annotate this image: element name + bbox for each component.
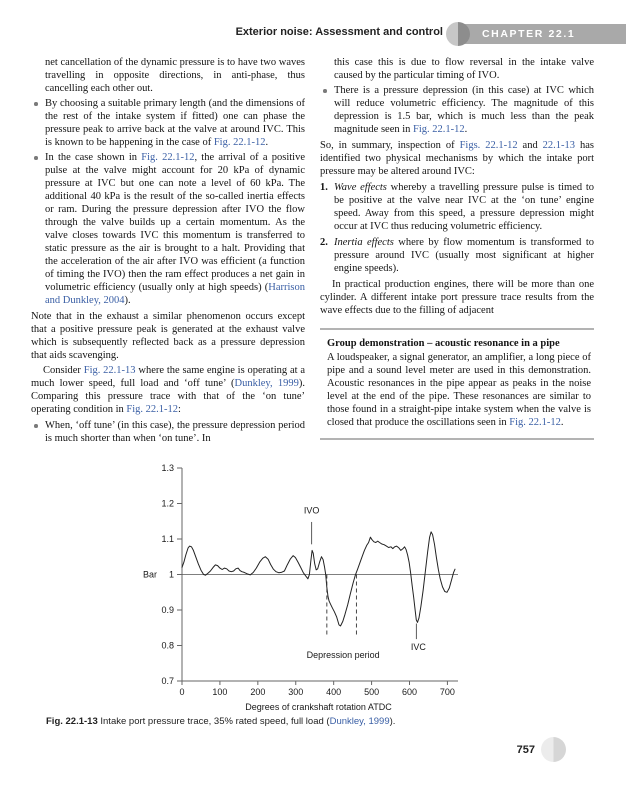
bullet-item: There is a pressure depression (in this …: [320, 84, 594, 136]
paragraph: So, in summary, inspection of Figs. 22.1…: [320, 139, 594, 178]
text-columns: net cancellation of the dynamic pressure…: [31, 56, 594, 447]
text-segment: There is a pressure depression (in this …: [334, 85, 594, 135]
group-demo-box: Group demonstration – acoustic resonance…: [320, 328, 594, 440]
text-segment: When, ‘off tune’ (in this case), the pre…: [45, 420, 305, 444]
continuation-paragraph: this case this is due to flow reversal i…: [320, 56, 594, 82]
chapter-bar: CHAPTER 22.1: [459, 24, 626, 44]
citation-link[interactable]: Figs. 22.1-12: [459, 140, 518, 151]
text-segment: Note that in the exhaust a similar pheno…: [31, 311, 305, 361]
citation-link[interactable]: Fig. 22.1-12: [141, 152, 195, 163]
x-axis-label: Degrees of crankshaft rotation ATDC: [245, 702, 392, 712]
text-segment: ).: [389, 716, 396, 727]
text-segment: net cancellation of the dynamic pressure…: [45, 57, 305, 94]
page-number: 757: [516, 743, 535, 756]
y-tick-label: 0.8: [161, 641, 174, 651]
citation-link[interactable]: Fig. 22.1-12: [413, 124, 465, 135]
ivc-label: IVC: [411, 642, 427, 652]
depression-period-label: Depression period: [307, 650, 380, 660]
text-segment: has identified two physical mechanisms b…: [320, 140, 594, 177]
running-header-title: Exterior noise: Assessment and control: [235, 26, 443, 38]
citation-link[interactable]: 22.1-13: [542, 140, 576, 151]
x-tick-label: 700: [440, 687, 455, 697]
page-corner-circle-icon: [541, 737, 566, 762]
text-segment: , the arrival of a positive pulse at the…: [45, 152, 305, 293]
citation-link[interactable]: Fig. 22.1-12: [213, 137, 266, 148]
text-segment: Consider: [43, 365, 84, 376]
bullet-icon: [34, 102, 38, 106]
column-right: this case this is due to flow reversal i…: [320, 56, 594, 447]
citation-link[interactable]: Harrison and Dunkley, 2004: [45, 282, 305, 306]
citation-link[interactable]: Fig. 22.1-13: [83, 365, 136, 376]
paragraph: In practical production engines, there w…: [320, 278, 594, 317]
column-left: net cancellation of the dynamic pressure…: [31, 56, 305, 447]
text-segment: In the case shown in: [45, 152, 142, 163]
x-tick-label: 200: [250, 687, 265, 697]
paragraph: Note that in the exhaust a similar pheno…: [31, 310, 305, 362]
text-segment: where the same engine is operating at a …: [31, 365, 305, 389]
pressure-chart: 1.3 1.2 1.1 1 0.9 0.8 0.7 Bar 0 100 200 300 400 500 60…: [143, 463, 458, 712]
figure-caption: Fig. 22.1-13 Intake port pressure trace,…: [46, 716, 586, 727]
x-tick-label: 100: [212, 687, 227, 697]
text-segment: Inertia effects: [334, 237, 394, 248]
text-segment: where by flow momentum is transformed to…: [334, 237, 594, 274]
y-tick-label: 1.3: [161, 463, 174, 473]
citation-link[interactable]: Fig. 22.1-12: [126, 404, 178, 415]
text-segment: .: [265, 137, 269, 148]
bullet-item: When, ‘off tune’ (in this case), the pre…: [31, 419, 305, 445]
bullet-icon: [323, 89, 327, 93]
y-tick-label: 1.1: [161, 534, 174, 544]
chapter-circle-icon: [446, 22, 470, 46]
text-segment: .: [464, 124, 468, 135]
citation-link[interactable]: Fig. 22.1-12: [509, 417, 561, 428]
text-segment: Intake port pressure trace, 35% rated sp…: [97, 716, 330, 727]
ivo-label: IVO: [304, 505, 320, 515]
pressure-trace: [181, 531, 456, 627]
text-segment: and: [517, 140, 543, 151]
bullet-item: In the case shown in Fig. 22.1-12, the a…: [31, 151, 305, 307]
text-segment: ). Comparing this pressure trace with th…: [31, 378, 305, 415]
bullet-icon: [34, 424, 38, 428]
bullet-item: By choosing a suitable primary length (a…: [31, 97, 305, 149]
text-segment: So, in summary, inspection of: [320, 140, 460, 151]
x-tick-label: 500: [364, 687, 379, 697]
y-axis-label: Bar: [143, 570, 157, 580]
text-segment: this case this is due to flow reversal i…: [334, 57, 594, 81]
text-segment: :: [178, 404, 181, 415]
page-footer: 757: [517, 737, 566, 762]
text-segment: ).: [124, 295, 131, 306]
x-tick-label: 0: [179, 687, 184, 697]
paragraph: Consider Fig. 22.1-13 where the same eng…: [31, 364, 305, 416]
numbered-item: 1. Wave effects whereby a travelling pres…: [320, 181, 594, 233]
text-segment: By choosing a suitable primary length (a…: [45, 98, 305, 148]
text-segment: Fig. 22.1-13: [46, 716, 98, 727]
y-tick-label: 0.7: [161, 676, 174, 686]
demo-box-body: A loudspeaker, a signal generator, an am…: [327, 352, 591, 428]
y-tick-label: 1.2: [161, 499, 174, 509]
list-number: 2.: [320, 237, 328, 248]
citation-link[interactable]: Dunkley, 1999: [329, 716, 390, 727]
y-tick-label: 0.9: [161, 605, 174, 615]
text-segment: whereby a travelling pressure pulse is t…: [334, 182, 594, 232]
x-tick-label: 600: [402, 687, 417, 697]
demo-box-title: Group demonstration – acoustic resonance…: [327, 338, 560, 349]
x-tick-label: 300: [288, 687, 303, 697]
y-tick-label: 1: [169, 570, 174, 580]
text-segment: .: [560, 417, 564, 428]
x-tick-label: 400: [326, 687, 341, 697]
text-segment: In practical production engines, there w…: [320, 279, 594, 316]
list-number: 1.: [320, 182, 328, 193]
text-segment: Wave effects: [334, 182, 387, 193]
text-segment: A loudspeaker, a signal generator, an am…: [327, 352, 591, 428]
citation-link[interactable]: Dunkley, 1999: [234, 378, 299, 389]
numbered-item: 2. Inertia effects where by flow momentum…: [320, 236, 594, 275]
continuation-paragraph: net cancellation of the dynamic pressure…: [31, 56, 305, 95]
chapter-label: CHAPTER 22.1: [482, 28, 576, 40]
bullet-icon: [34, 156, 38, 160]
